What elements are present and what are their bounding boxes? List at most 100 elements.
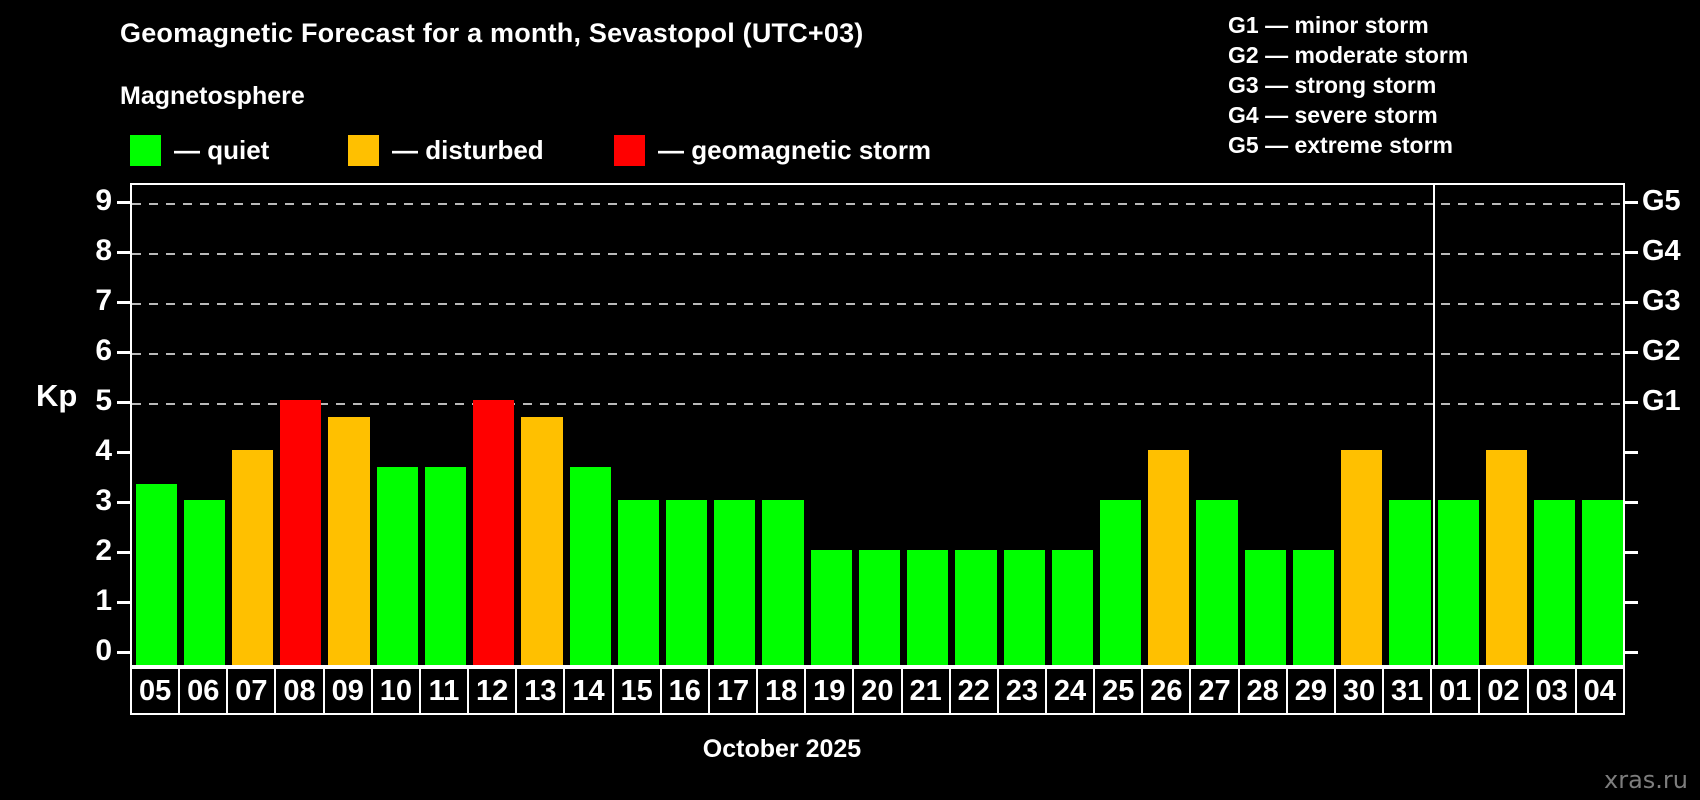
y-tick-label-3: 3 — [95, 484, 112, 517]
g-legend-line-4: G4 — severe storm — [1228, 102, 1438, 128]
x-axis-day-row: 05 06 07 08 09 10 11 12 13 14 15 16 17 18 19 20 21 22 23 24… — [130, 667, 1625, 715]
right-axis-label-g2: G2 — [1642, 335, 1681, 367]
y-tick-left-5 — [117, 401, 130, 404]
gridline-kp9 — [132, 203, 1623, 205]
kp-bar-day-20 — [858, 550, 901, 665]
day-label-01: 01 — [1432, 667, 1481, 715]
day-label-18: 18 — [758, 667, 807, 715]
day-label-22: 22 — [950, 667, 999, 715]
kp-bar-day-28 — [1244, 550, 1286, 665]
y-tick-label-9: 9 — [95, 184, 112, 217]
kp-bar-day-29 — [1292, 550, 1335, 665]
day-label-02: 02 — [1480, 667, 1529, 715]
g-legend-line-5: G5 — extreme storm — [1228, 132, 1453, 158]
kp-bar-day-09 — [328, 416, 370, 665]
kp-bar-day-10 — [376, 466, 418, 665]
kp-bar-day-18 — [762, 500, 804, 665]
day-label-30: 30 — [1335, 667, 1385, 715]
y-tick-right-6 — [1625, 351, 1638, 354]
day-label-05: 05 — [130, 667, 181, 715]
legend-label-storm: — geomagnetic storm — [658, 134, 932, 165]
day-label-14: 14 — [565, 667, 614, 715]
kp-bar-day-15 — [617, 500, 659, 665]
kp-bar-day-27 — [1196, 500, 1238, 665]
legend-item-storm: — geomagnetic storm — [614, 133, 931, 167]
kp-bar-day-31 — [1389, 500, 1431, 665]
gridline-kp7 — [132, 303, 1623, 305]
day-label-08: 08 — [276, 667, 325, 715]
y-tick-label-4: 4 — [95, 434, 112, 467]
kp-bar-day-24 — [1051, 550, 1093, 665]
y-tick-right-8 — [1625, 251, 1638, 254]
y-tick-label-1: 1 — [95, 584, 112, 617]
y-tick-right-0 — [1625, 651, 1638, 654]
day-label-20: 20 — [854, 667, 903, 715]
y-tick-right-2 — [1625, 551, 1638, 554]
kp-bar-day-13 — [521, 416, 563, 665]
chart-title: Geomagnetic Forecast for a month, Sevast… — [120, 18, 864, 48]
legend-label-disturbed: — disturbed — [392, 134, 544, 165]
legend-label-quiet: — quiet — [174, 134, 270, 165]
y-tick-label-2: 2 — [95, 534, 112, 567]
day-label-31: 31 — [1384, 667, 1433, 715]
y-tick-right-1 — [1625, 601, 1638, 604]
gridline-kp8 — [132, 253, 1623, 255]
legend-swatch-quiet — [130, 134, 161, 166]
kp-bar-day-17 — [714, 500, 756, 665]
y-tick-right-9 — [1625, 201, 1638, 204]
kp-bar-day-16 — [665, 500, 708, 665]
plot-area — [130, 183, 1625, 667]
day-label-12: 12 — [469, 667, 518, 715]
day-label-13: 13 — [517, 667, 566, 715]
g-legend-line-3: G3 — strong storm — [1228, 72, 1437, 98]
day-label-07: 07 — [228, 667, 277, 715]
kp-bar-day-25 — [1100, 500, 1142, 665]
day-label-17: 17 — [709, 667, 759, 715]
y-tick-right-3 — [1625, 501, 1638, 504]
x-axis-title: October 2025 — [702, 735, 862, 763]
y-axis-title: Kp — [36, 378, 78, 413]
kp-bar-day-01 — [1437, 500, 1479, 665]
right-axis-label-g3: G3 — [1642, 285, 1681, 317]
gridline-kp5 — [132, 403, 1623, 405]
y-tick-left-2 — [117, 551, 130, 554]
g-scale-legend: G1 — minor storm G2 — moderate storm G3 — … — [1228, 10, 1468, 160]
day-label-16: 16 — [661, 667, 710, 715]
kp-bar-day-03 — [1534, 500, 1576, 665]
legend-item-quiet: — quiet — [130, 133, 269, 167]
kp-bar-day-23 — [1003, 550, 1045, 665]
day-label-28: 28 — [1239, 667, 1288, 715]
kp-bar-day-19 — [810, 550, 852, 665]
kp-bar-day-02 — [1485, 450, 1528, 665]
day-label-04: 04 — [1576, 667, 1625, 715]
y-tick-label-0: 0 — [95, 634, 112, 667]
kp-bar-day-05 — [135, 483, 177, 665]
day-label-24: 24 — [1046, 667, 1096, 715]
day-label-11: 11 — [420, 667, 470, 715]
y-tick-right-4 — [1625, 451, 1638, 454]
legend-swatch-disturbed — [348, 134, 379, 166]
y-tick-label-7: 7 — [95, 284, 112, 317]
kp-bar-day-06 — [183, 500, 225, 665]
day-label-06: 06 — [180, 667, 229, 715]
month-separator — [1433, 185, 1436, 665]
kp-bar-day-21 — [907, 550, 949, 665]
kp-bar-day-12 — [473, 400, 515, 665]
right-axis-label-g5: G5 — [1642, 185, 1681, 217]
day-label-03: 03 — [1528, 667, 1577, 715]
day-label-23: 23 — [998, 667, 1047, 715]
kp-bar-day-04 — [1582, 500, 1624, 665]
y-tick-left-7 — [117, 301, 130, 304]
kp-bar-day-08 — [280, 400, 322, 665]
legend-swatch-storm — [614, 134, 645, 166]
y-tick-label-5: 5 — [95, 384, 112, 417]
day-label-27: 27 — [1191, 667, 1240, 715]
day-label-19: 19 — [806, 667, 855, 715]
day-label-09: 09 — [324, 667, 373, 715]
day-label-10: 10 — [372, 667, 421, 715]
y-tick-right-5 — [1625, 401, 1638, 404]
right-axis-label-g4: G4 — [1642, 235, 1681, 267]
y-tick-left-0 — [117, 651, 130, 654]
kp-bar-day-30 — [1341, 450, 1383, 665]
